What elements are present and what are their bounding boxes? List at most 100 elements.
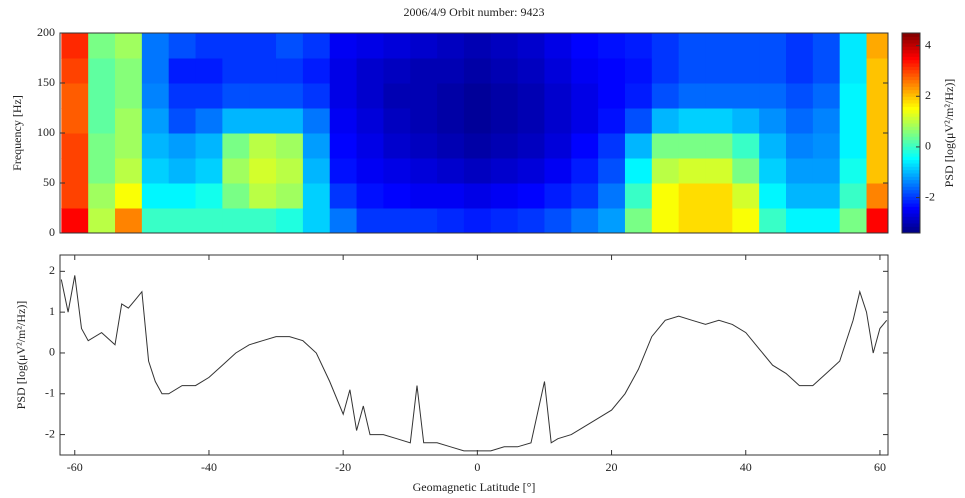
heatmap-cell <box>356 183 384 209</box>
colorbar-segment <box>902 229 920 234</box>
y-tick-label: 100 <box>37 125 55 139</box>
heatmap-cell <box>678 58 706 84</box>
heatmap-cell <box>383 58 411 84</box>
heatmap-cell <box>329 33 358 59</box>
colorbar-segment <box>902 63 920 67</box>
heatmap-cell <box>598 183 626 209</box>
heatmap-cell <box>222 33 250 59</box>
heatmap-cell <box>383 133 411 159</box>
colorbar-segment <box>902 116 920 121</box>
heatmap-cell <box>517 33 545 59</box>
heatmap-cell <box>115 133 143 159</box>
heatmap-cell <box>222 108 250 134</box>
heatmap-cell <box>302 33 331 59</box>
heatmap-cell <box>437 33 465 59</box>
heatmap-cell <box>222 208 250 233</box>
colorbar-segment <box>902 223 920 227</box>
heatmap-cell <box>866 58 888 84</box>
colorbar-segment <box>902 93 920 97</box>
colorbar-tick-label: 2 <box>925 88 931 102</box>
heatmap-cell <box>115 183 143 209</box>
heatmap-cell <box>222 83 250 109</box>
heatmap-cell <box>651 158 680 184</box>
heatmap-cell <box>544 183 572 209</box>
colorbar-segment <box>902 183 920 187</box>
y-tick-label: 200 <box>37 25 55 39</box>
colorbar-segment <box>902 199 920 204</box>
colorbar-segment <box>902 129 920 134</box>
x-tick-label: 20 <box>606 460 618 474</box>
heatmap-cell <box>786 208 814 233</box>
heatmap-cell <box>195 108 223 134</box>
colorbar-segment <box>902 96 920 101</box>
heatmap-cell <box>141 33 170 59</box>
heatmap-cell <box>839 33 868 59</box>
heatmap-cell <box>571 208 599 233</box>
heatmap-cell <box>88 158 116 184</box>
heatmap-cell <box>88 33 116 59</box>
colorbar-segment <box>902 79 920 84</box>
heatmap-cell <box>222 58 250 84</box>
heatmap-cell <box>356 158 384 184</box>
heatmap-cell <box>759 33 787 59</box>
colorbar-segment <box>902 49 920 54</box>
heatmap-cell <box>490 158 519 184</box>
heatmap-cell <box>651 133 680 159</box>
heatmap-cell <box>866 183 888 209</box>
heatmap-cell <box>517 108 545 134</box>
heatmap-cell <box>410 83 438 109</box>
heatmap-cell <box>866 83 888 109</box>
colorbar-segment <box>902 219 920 224</box>
heatmap-cell <box>624 158 653 184</box>
heatmap-cell <box>410 208 438 233</box>
heatmap-cell <box>759 83 787 109</box>
heatmap-cell <box>437 83 465 109</box>
heatmap-cell <box>839 183 868 209</box>
colorbar-segment <box>902 189 920 194</box>
y-tick-label: 50 <box>43 175 55 189</box>
heatmap-cell <box>356 108 384 134</box>
heatmap-cell <box>61 108 89 134</box>
heatmap-cell <box>705 183 733 209</box>
colorbar-segment <box>902 133 920 137</box>
heatmap-cell <box>517 83 545 109</box>
y-tick-label: 0 <box>49 225 55 239</box>
line-plot <box>60 275 888 452</box>
heatmap-cell <box>249 158 277 184</box>
data-line <box>60 275 888 452</box>
heatmap-cell <box>786 133 814 159</box>
colorbar-segment <box>902 73 920 77</box>
heatmap-cell <box>705 83 733 109</box>
heatmap-cell <box>329 133 358 159</box>
heatmap-cell <box>866 158 888 184</box>
heatmap-cell <box>195 183 223 209</box>
colorbar-segment <box>902 99 920 104</box>
heatmap-cell <box>356 58 384 84</box>
heatmap-cell <box>463 33 492 59</box>
heatmap-cell <box>732 58 760 84</box>
heatmap-cell <box>222 183 250 209</box>
heatmap-cell <box>571 83 599 109</box>
heatmap-cell <box>61 133 89 159</box>
heatmap-cell <box>866 208 888 233</box>
heatmap-cell <box>705 208 733 233</box>
y-axis-label: PSD [log(μV²/m²/Hz)] <box>14 301 28 410</box>
heatmap-cell <box>302 208 331 233</box>
heatmap-cell <box>490 83 519 109</box>
colorbar-frame <box>901 32 921 234</box>
x-tick-label: 0 <box>474 460 480 474</box>
heatmap-cell <box>759 208 787 233</box>
heatmap-cell <box>249 83 277 109</box>
colorbar-label: PSD [log(μV²/m²/Hz)] <box>942 79 956 188</box>
x-tick-label: 40 <box>740 460 752 474</box>
heatmap-cell <box>598 108 626 134</box>
heatmap-cell <box>195 58 223 84</box>
heatmap-cell <box>141 83 170 109</box>
heatmap-cell <box>490 33 519 59</box>
heatmap-cell <box>437 158 465 184</box>
heatmap-cell <box>759 183 787 209</box>
colorbar-segment <box>902 149 920 154</box>
heatmap-cell <box>624 133 653 159</box>
